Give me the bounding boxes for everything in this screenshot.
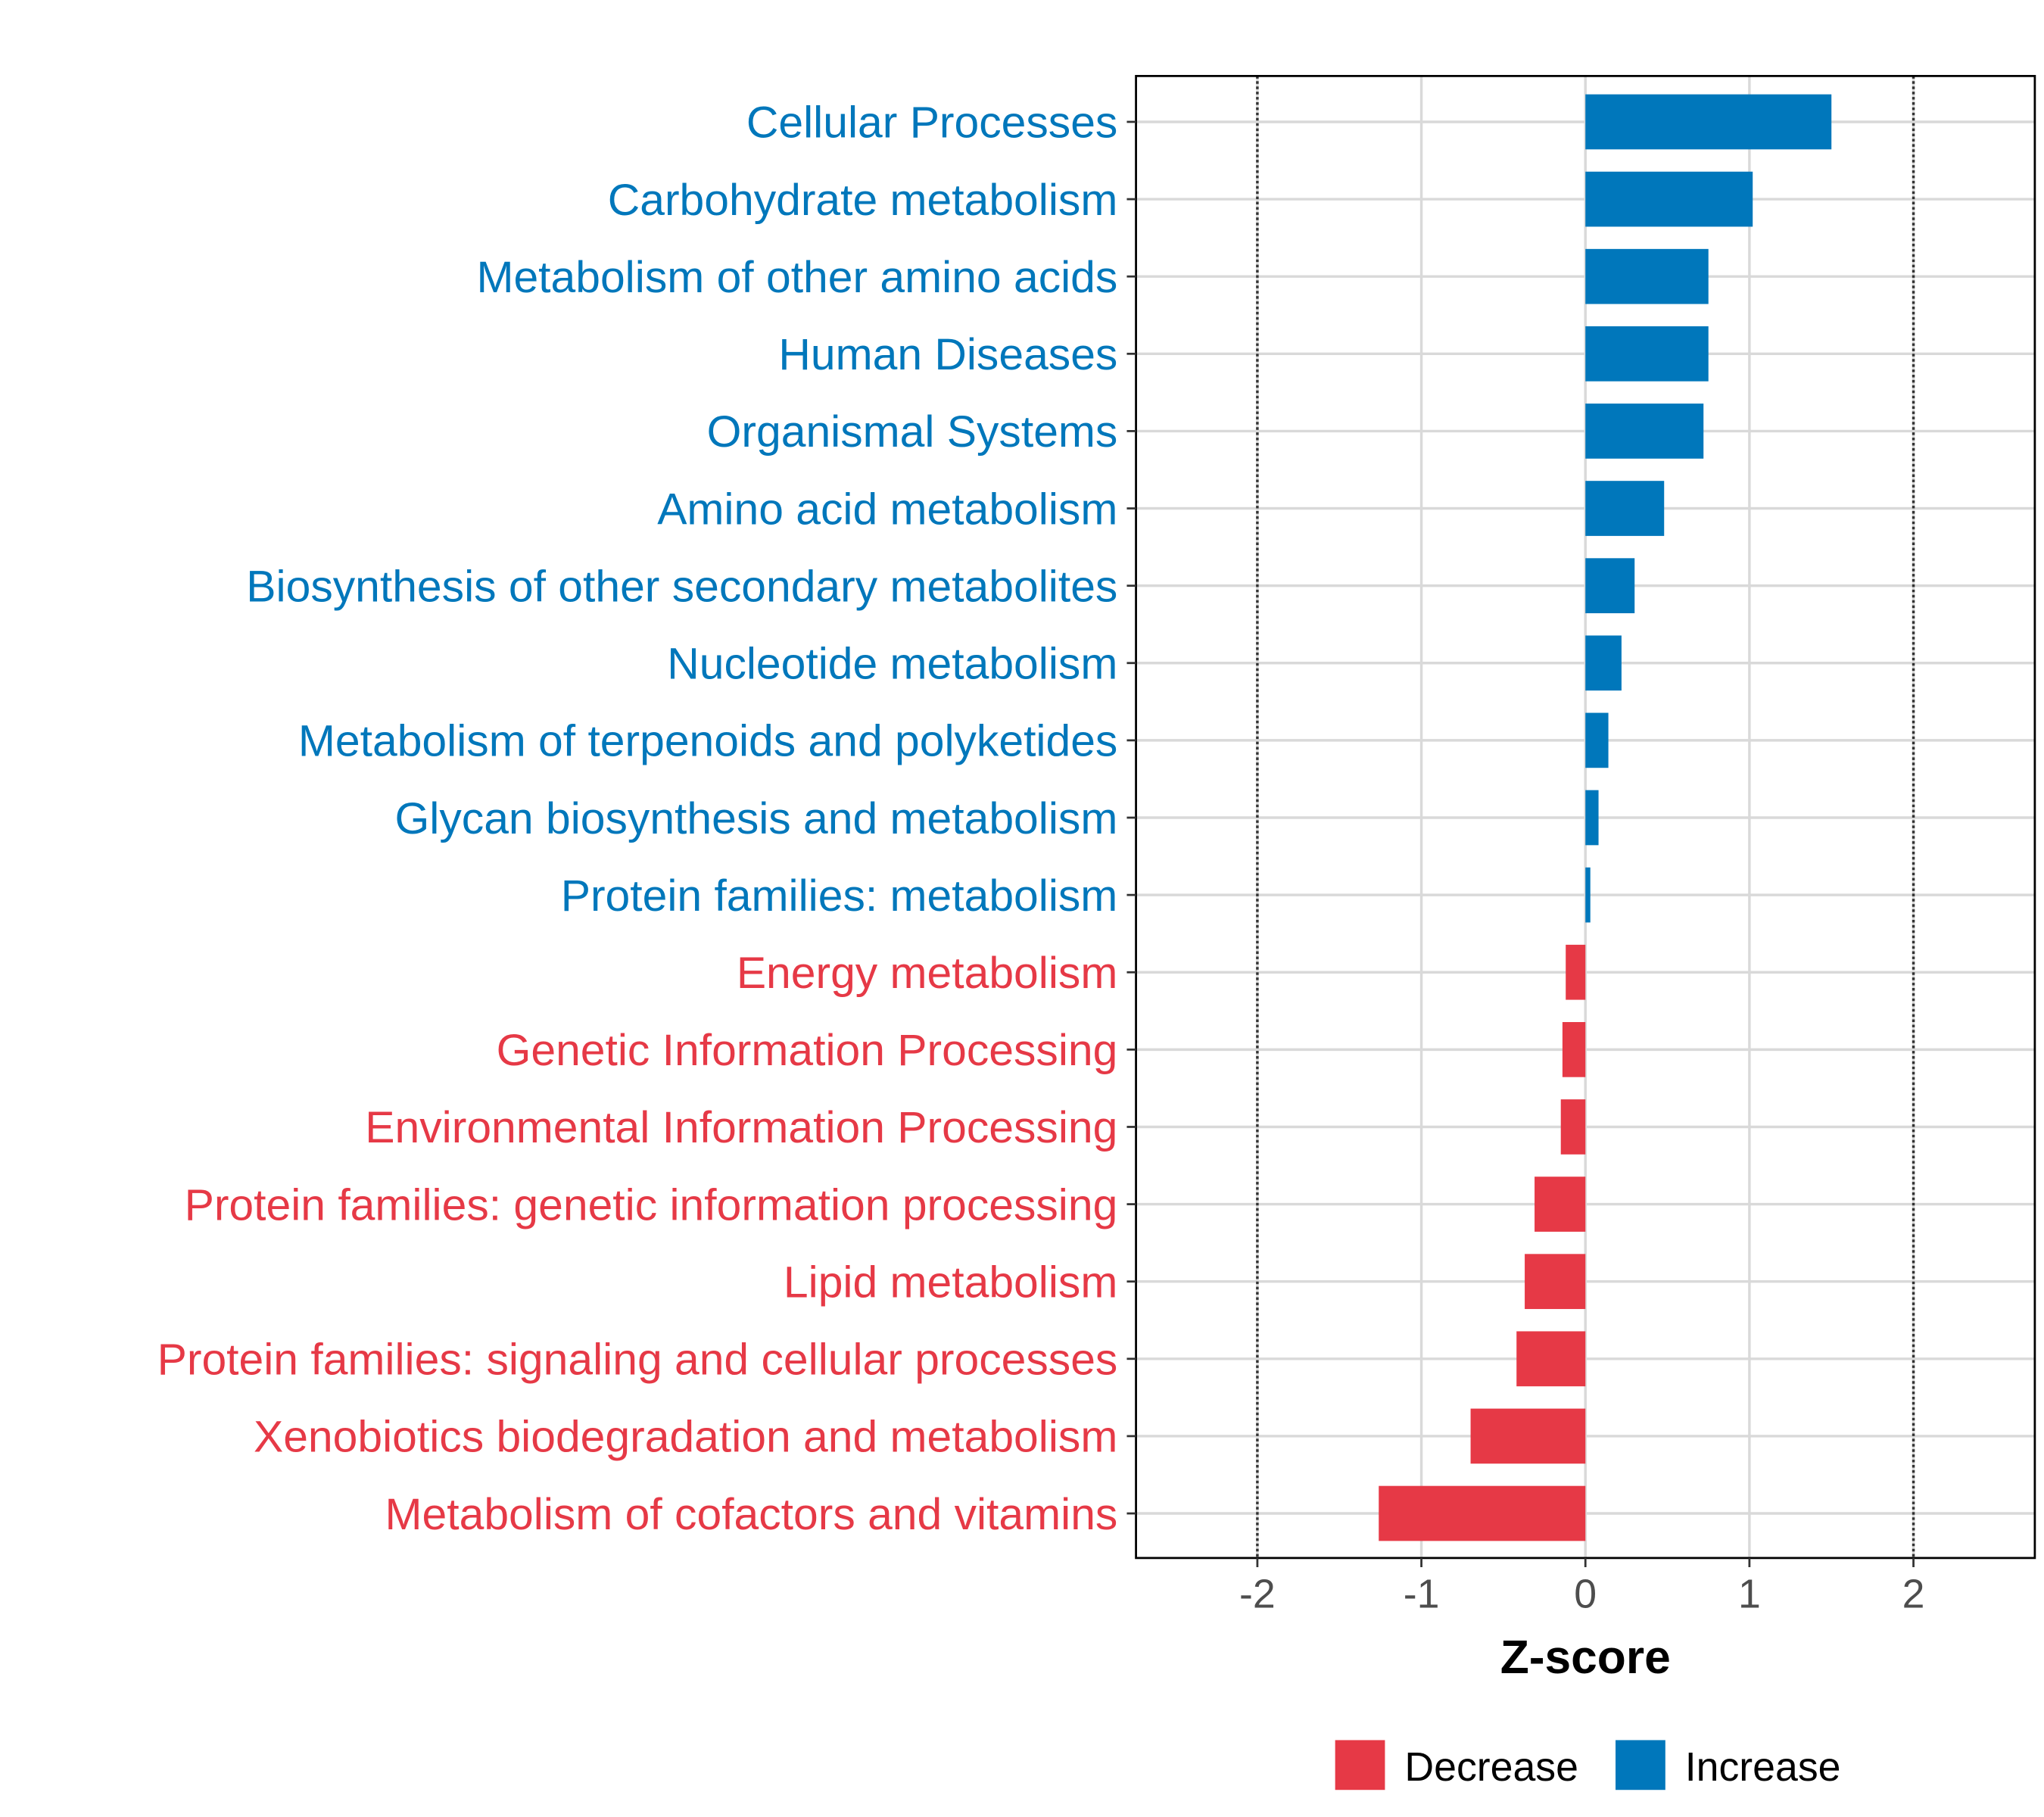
category-label: Nucleotide metabolism bbox=[667, 640, 1117, 689]
x-tick-label: -1 bbox=[1404, 1572, 1440, 1617]
bar bbox=[1585, 248, 1709, 304]
category-label: Metabolism of other amino acids bbox=[476, 253, 1117, 302]
legend: Decrease Increase bbox=[1335, 1740, 1841, 1791]
bar bbox=[1470, 1408, 1586, 1464]
bars bbox=[1379, 94, 1832, 1541]
category-label: Metabolism of terpenoids and polyketides bbox=[298, 717, 1117, 766]
bar bbox=[1585, 635, 1622, 691]
category-label: Metabolism of cofactors and vitamins bbox=[385, 1490, 1118, 1539]
bar bbox=[1585, 94, 1832, 150]
category-label: Protein families: signaling and cellular… bbox=[157, 1335, 1118, 1385]
bar bbox=[1585, 558, 1635, 613]
bar bbox=[1585, 712, 1609, 768]
category-labels: Cellular Processes Carbohydrate metabolis… bbox=[157, 98, 1136, 1539]
bar bbox=[1585, 481, 1665, 536]
bar bbox=[1379, 1485, 1586, 1541]
bar bbox=[1585, 790, 1599, 846]
bar bbox=[1535, 1177, 1586, 1232]
category-label: Genetic Information Processing bbox=[497, 1026, 1118, 1075]
bar bbox=[1562, 1021, 1586, 1077]
x-tick-label: 2 bbox=[1902, 1572, 1925, 1617]
category-label: Lipid metabolism bbox=[784, 1258, 1117, 1307]
bar bbox=[1585, 867, 1591, 923]
category-label: Protein families: genetic information pr… bbox=[185, 1180, 1118, 1230]
bar bbox=[1585, 326, 1709, 382]
category-label: Human Diseases bbox=[778, 330, 1117, 379]
x-tick-label: 0 bbox=[1574, 1572, 1597, 1617]
legend-swatch-increase bbox=[1616, 1740, 1665, 1791]
category-label: Protein families: metabolism bbox=[561, 871, 1118, 921]
bar bbox=[1516, 1331, 1586, 1387]
x-tick-label: -2 bbox=[1239, 1572, 1276, 1617]
legend-swatch-decrease bbox=[1335, 1740, 1385, 1791]
category-label: Glycan biosynthesis and metabolism bbox=[395, 794, 1118, 843]
bar bbox=[1585, 404, 1704, 459]
category-label: Energy metabolism bbox=[737, 949, 1118, 998]
category-label: Biosynthesis of other secondary metaboli… bbox=[246, 562, 1117, 611]
x-axis-ticks: -2 -1 0 1 2 bbox=[1239, 1557, 1925, 1617]
category-label: Xenobiotics biodegradation and metabolis… bbox=[254, 1413, 1117, 1462]
category-label: Amino acid metabolism bbox=[657, 485, 1117, 534]
legend-label-decrease: Decrease bbox=[1404, 1744, 1578, 1790]
category-label: Cellular Processes bbox=[746, 98, 1117, 148]
category-label: Organismal Systems bbox=[707, 407, 1118, 457]
category-label: Environmental Information Processing bbox=[365, 1103, 1117, 1152]
legend-label-increase: Increase bbox=[1685, 1744, 1841, 1790]
category-label: Carbohydrate metabolism bbox=[608, 176, 1118, 225]
bar bbox=[1585, 171, 1753, 227]
bar bbox=[1560, 1099, 1586, 1155]
reference-lines bbox=[1256, 76, 1915, 1558]
bar bbox=[1525, 1254, 1586, 1310]
x-axis-title: Z-score bbox=[1500, 1632, 1671, 1684]
bar bbox=[1566, 944, 1586, 1000]
x-tick-label: 1 bbox=[1738, 1572, 1761, 1617]
